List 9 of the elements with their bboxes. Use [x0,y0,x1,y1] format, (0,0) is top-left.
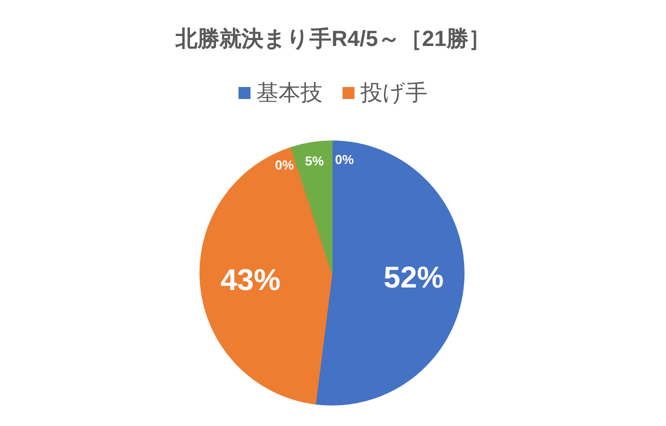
data-label: 5% [304,153,324,168]
text: 0% [334,152,354,167]
chart-title: 北勝就決まり手R4/5～［21勝］ [174,26,490,51]
legend-label: 投げ手 [360,80,428,105]
data-label: 43% [220,264,281,298]
legend-label: 基本技 [256,80,322,105]
pie-slice [200,146,332,404]
text: 0% [274,158,294,173]
data-label: 52% [384,262,444,295]
